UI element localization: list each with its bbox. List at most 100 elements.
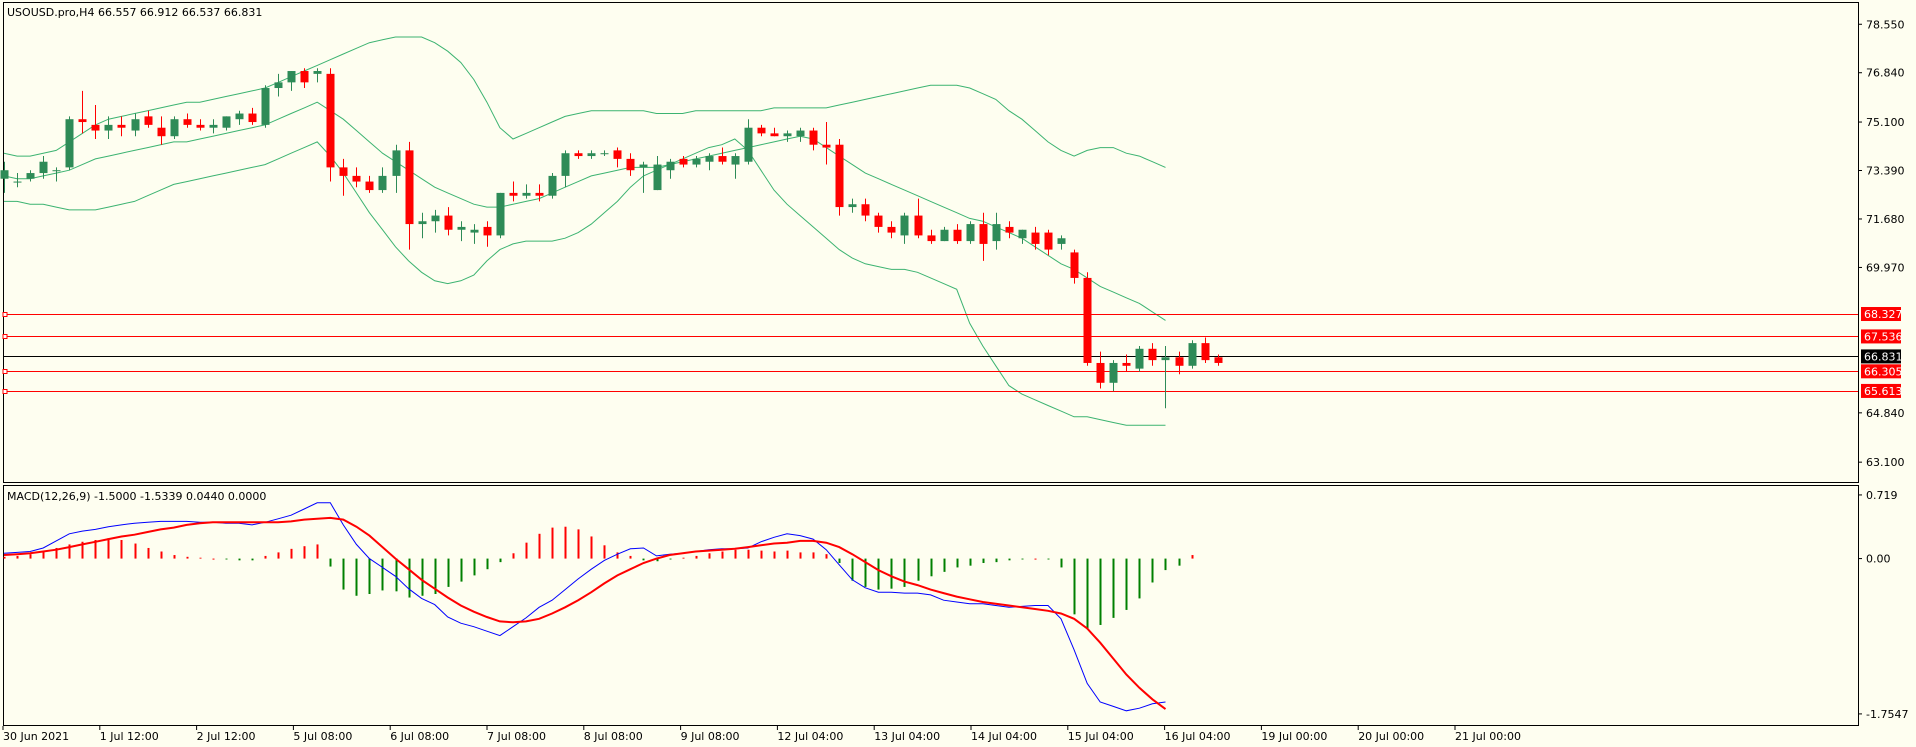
- candle-body: [78, 119, 87, 123]
- candle-body: [222, 116, 231, 128]
- macd-header: MACD(12,26,9) -1.5000 -1.5339 0.0440 0.0…: [7, 490, 266, 503]
- candle-body: [470, 229, 479, 233]
- candle-body: [992, 224, 1001, 242]
- candle-body: [613, 150, 622, 159]
- macd-panel-frame: [3, 485, 1859, 726]
- candle-body: [274, 82, 283, 89]
- candle-body: [966, 224, 975, 242]
- candle-body: [13, 181, 22, 183]
- candle-body: [117, 124, 126, 128]
- candle-body: [940, 229, 949, 242]
- candle-body: [1175, 357, 1184, 366]
- candle-body: [1135, 348, 1144, 369]
- level-price-tag: 68.327: [1864, 308, 1903, 321]
- candle-body: [900, 215, 909, 236]
- candle-body: [352, 175, 361, 182]
- candle-body: [666, 161, 675, 171]
- candle-body: [809, 130, 818, 145]
- bollinger-lower-line: [4, 138, 1166, 426]
- time-tick-label: 12 Jul 04:00: [777, 730, 843, 743]
- candle-body: [261, 88, 270, 125]
- level-tag-bg: [1861, 307, 1901, 322]
- candle-body: [1018, 229, 1027, 239]
- candle-body: [313, 71, 322, 74]
- macd-tick-label: 0.00: [1866, 553, 1891, 566]
- candle-body: [1148, 348, 1157, 361]
- macd-tick-label: -1.7547: [1866, 708, 1908, 721]
- time-tick-label: 9 Jul 08:00: [681, 730, 740, 743]
- level-tag-bg: [1861, 364, 1901, 379]
- candle-body: [483, 226, 492, 236]
- candle-body: [1122, 362, 1131, 366]
- macd-panel: MACD(12,26,9) -1.5000 -1.5339 0.0440 0.0…: [3, 485, 1859, 726]
- candle-body: [861, 204, 870, 216]
- time-tick-label: 7 Jul 08:00: [487, 730, 546, 743]
- candle-body: [653, 164, 662, 191]
- macd-tick-label: 0.719: [1866, 489, 1898, 502]
- candle-body: [1070, 252, 1079, 278]
- candle-body: [1201, 343, 1210, 361]
- candle-body: [1031, 232, 1040, 244]
- candle-body: [548, 175, 557, 196]
- price-tick-label: 73.390: [1866, 165, 1905, 178]
- time-tick-label: 14 Jul 04:00: [971, 730, 1037, 743]
- time-tick-label: 15 Jul 04:00: [1068, 730, 1134, 743]
- candle-body: [835, 144, 844, 208]
- candle-body: [26, 173, 35, 179]
- candle-body: [39, 161, 48, 174]
- time-tick-label: 16 Jul 04:00: [1165, 730, 1231, 743]
- main-price-panel: USOUSD.pro,H4 66.557 66.912 66.537 66.83…: [0, 2, 1859, 483]
- time-tick-label: 5 Jul 08:00: [293, 730, 352, 743]
- candle-body: [300, 71, 309, 83]
- price-tick-label: 76.840: [1866, 67, 1905, 80]
- candle-body: [757, 127, 766, 134]
- signal-line: [3, 516, 1167, 710]
- level-price-tag: 67.536: [1864, 330, 1903, 343]
- candle-body: [796, 130, 805, 137]
- candle-body: [887, 226, 896, 233]
- candle-body: [953, 229, 962, 242]
- candle-body: [705, 156, 714, 162]
- candle-body: [718, 156, 727, 162]
- level-anchor-3: [2, 389, 8, 394]
- time-tick-label: 13 Jul 04:00: [874, 730, 940, 743]
- symbol-header: USOUSD.pro,H4 66.557 66.912 66.537 66.83…: [7, 6, 262, 19]
- candle-body: [287, 71, 296, 83]
- candle-body: [1044, 232, 1053, 250]
- macd-line: [3, 502, 1166, 712]
- time-tick-label: 1 Jul 12:00: [100, 730, 159, 743]
- candle-body: [444, 215, 453, 230]
- candle-body: [104, 124, 113, 131]
- candle-body: [1214, 357, 1223, 363]
- candle-body: [157, 127, 166, 137]
- candle-body: [405, 150, 414, 225]
- bollinger-middle-line: [3, 101, 1166, 321]
- candle-body: [418, 221, 427, 225]
- level-tag-bg: [1861, 329, 1901, 344]
- candle-body: [170, 119, 179, 137]
- current-price-tag-bg: [1861, 349, 1901, 364]
- candle-body: [339, 167, 348, 176]
- candle-body: [927, 235, 936, 242]
- price-level-lines: [2, 312, 1858, 394]
- candle-body: [535, 192, 544, 196]
- candle-body: [326, 73, 335, 168]
- candle-body: [874, 215, 883, 227]
- time-tick-label: 30 Jun 2021: [3, 730, 69, 743]
- level-anchor-2: [2, 369, 8, 374]
- price-tick-label: 69.970: [1866, 261, 1905, 274]
- price-tick-label: 75.100: [1866, 116, 1905, 129]
- candle-body: [561, 153, 570, 176]
- candle-body: [365, 181, 374, 191]
- price-tick-label: 64.840: [1866, 407, 1905, 420]
- candle-body: [979, 224, 988, 244]
- candle-body: [196, 124, 205, 128]
- price-tick-label: 71.680: [1866, 213, 1905, 226]
- time-tick-label: 20 Jul 00:00: [1358, 730, 1424, 743]
- time-tick-label: 8 Jul 08:00: [584, 730, 643, 743]
- macd-lines: [3, 502, 1167, 712]
- level-anchor-1: [2, 334, 8, 339]
- candle-body: [183, 119, 192, 125]
- bollinger-bands: [3, 36, 1166, 426]
